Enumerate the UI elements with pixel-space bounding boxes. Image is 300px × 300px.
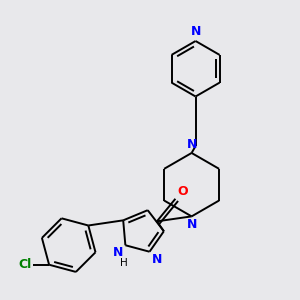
Text: N: N [186, 138, 197, 151]
Text: N: N [152, 253, 162, 266]
Text: N: N [190, 25, 201, 38]
Text: Cl: Cl [18, 258, 31, 271]
Text: H: H [119, 258, 127, 268]
Text: N: N [113, 246, 123, 259]
Text: O: O [178, 184, 188, 198]
Text: N: N [186, 218, 197, 231]
